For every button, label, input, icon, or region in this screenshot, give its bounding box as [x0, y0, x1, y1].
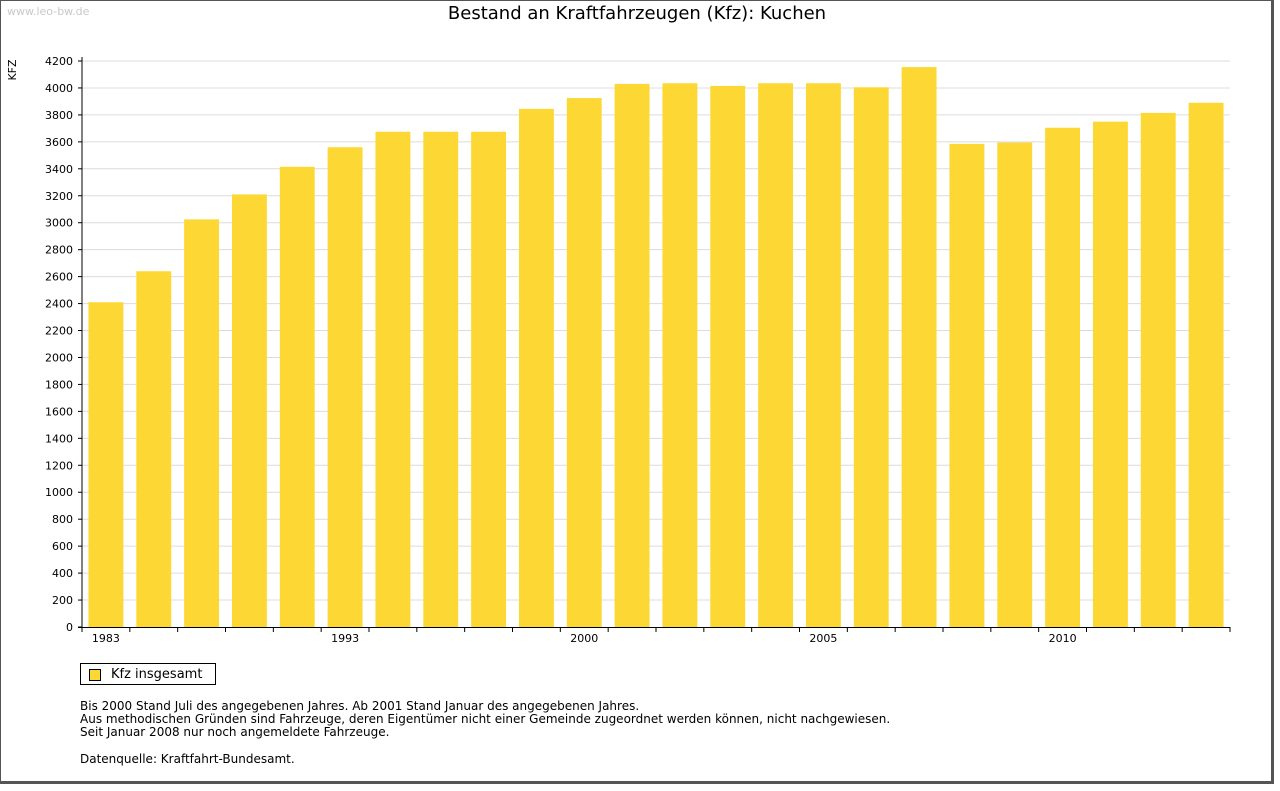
footnotes: Bis 2000 Stand Juli des angegebenen Jahr… — [80, 700, 890, 739]
bar — [853, 87, 889, 628]
footnote-3: Seit Januar 2008 nur noch angemeldete Fa… — [80, 725, 390, 739]
bar — [327, 147, 363, 627]
data-source: Datenquelle: Kraftfahrt-Bundesamt. — [80, 752, 295, 766]
y-tick-label: 1600 — [45, 405, 73, 418]
bar — [758, 83, 794, 627]
bar — [949, 143, 985, 627]
bar — [1045, 127, 1081, 627]
bar — [1188, 102, 1224, 628]
footnote-1: Bis 2000 Stand Juli des angegebenen Jahr… — [80, 699, 640, 713]
bar — [901, 67, 937, 628]
y-tick-label: 600 — [52, 540, 73, 553]
bar-chart: 0 200 400 600 800 1000 1200 1400 1600 1800 2000 220… — [6, 55, 1231, 645]
y-tick-label: 3800 — [45, 109, 73, 122]
y-tick-label: 4000 — [45, 82, 73, 95]
y-tick-label: 2200 — [45, 325, 73, 338]
legend-label: Kfz insgesamt — [111, 667, 203, 682]
bar — [1092, 121, 1128, 628]
bar — [88, 302, 124, 627]
y-tick-label: 1200 — [45, 459, 73, 472]
y-tick-label: 400 — [52, 567, 73, 580]
y-tick-label: 3000 — [45, 217, 73, 230]
bar — [805, 83, 841, 627]
y-axis-label: KFZ — [6, 59, 19, 81]
x-tick-label: 2000 — [570, 632, 598, 645]
y-tick-label: 1400 — [45, 432, 73, 445]
y-tick-label: 2400 — [45, 298, 73, 311]
y-tick-label: 3400 — [45, 163, 73, 176]
x-tick-label: 1983 — [92, 632, 120, 645]
legend: Kfz insgesamt — [80, 663, 216, 685]
x-tick-label: 1993 — [331, 632, 359, 645]
chart-title: Bestand an Kraftfahrzeugen (Kfz): Kuchen — [447, 3, 827, 24]
bar — [710, 85, 746, 627]
bar — [566, 98, 602, 628]
footnote-2: Aus methodischen Gründen sind Fahrzeuge,… — [80, 712, 891, 726]
y-tick-label: 800 — [52, 513, 73, 526]
bar — [423, 131, 459, 627]
x-tick-label: 2005 — [809, 632, 837, 645]
bar — [662, 83, 698, 627]
bar — [136, 271, 172, 627]
bar — [231, 194, 267, 627]
bar — [614, 83, 650, 627]
legend-swatch — [89, 669, 101, 681]
watermark: www.leo-bw.de — [7, 5, 90, 18]
x-tick-label: 2010 — [1049, 632, 1077, 645]
bar — [1140, 112, 1176, 628]
y-tick-label: 2000 — [45, 351, 73, 364]
bar — [997, 142, 1033, 627]
y-tick-label: 1000 — [45, 486, 73, 499]
y-tick-label: 2800 — [45, 244, 73, 257]
y-tick-label: 3200 — [45, 190, 73, 203]
bar — [375, 131, 411, 627]
bar — [279, 166, 315, 628]
bar — [518, 108, 554, 628]
y-tick-label: 3600 — [45, 136, 73, 149]
bar — [184, 219, 220, 627]
bar — [471, 131, 507, 627]
y-tick-label: 4200 — [45, 55, 73, 68]
y-tick-label: 200 — [52, 594, 73, 607]
y-tick-label: 1800 — [45, 378, 73, 391]
y-tick-label: 2600 — [45, 271, 73, 284]
y-tick-label: 0 — [66, 621, 73, 634]
